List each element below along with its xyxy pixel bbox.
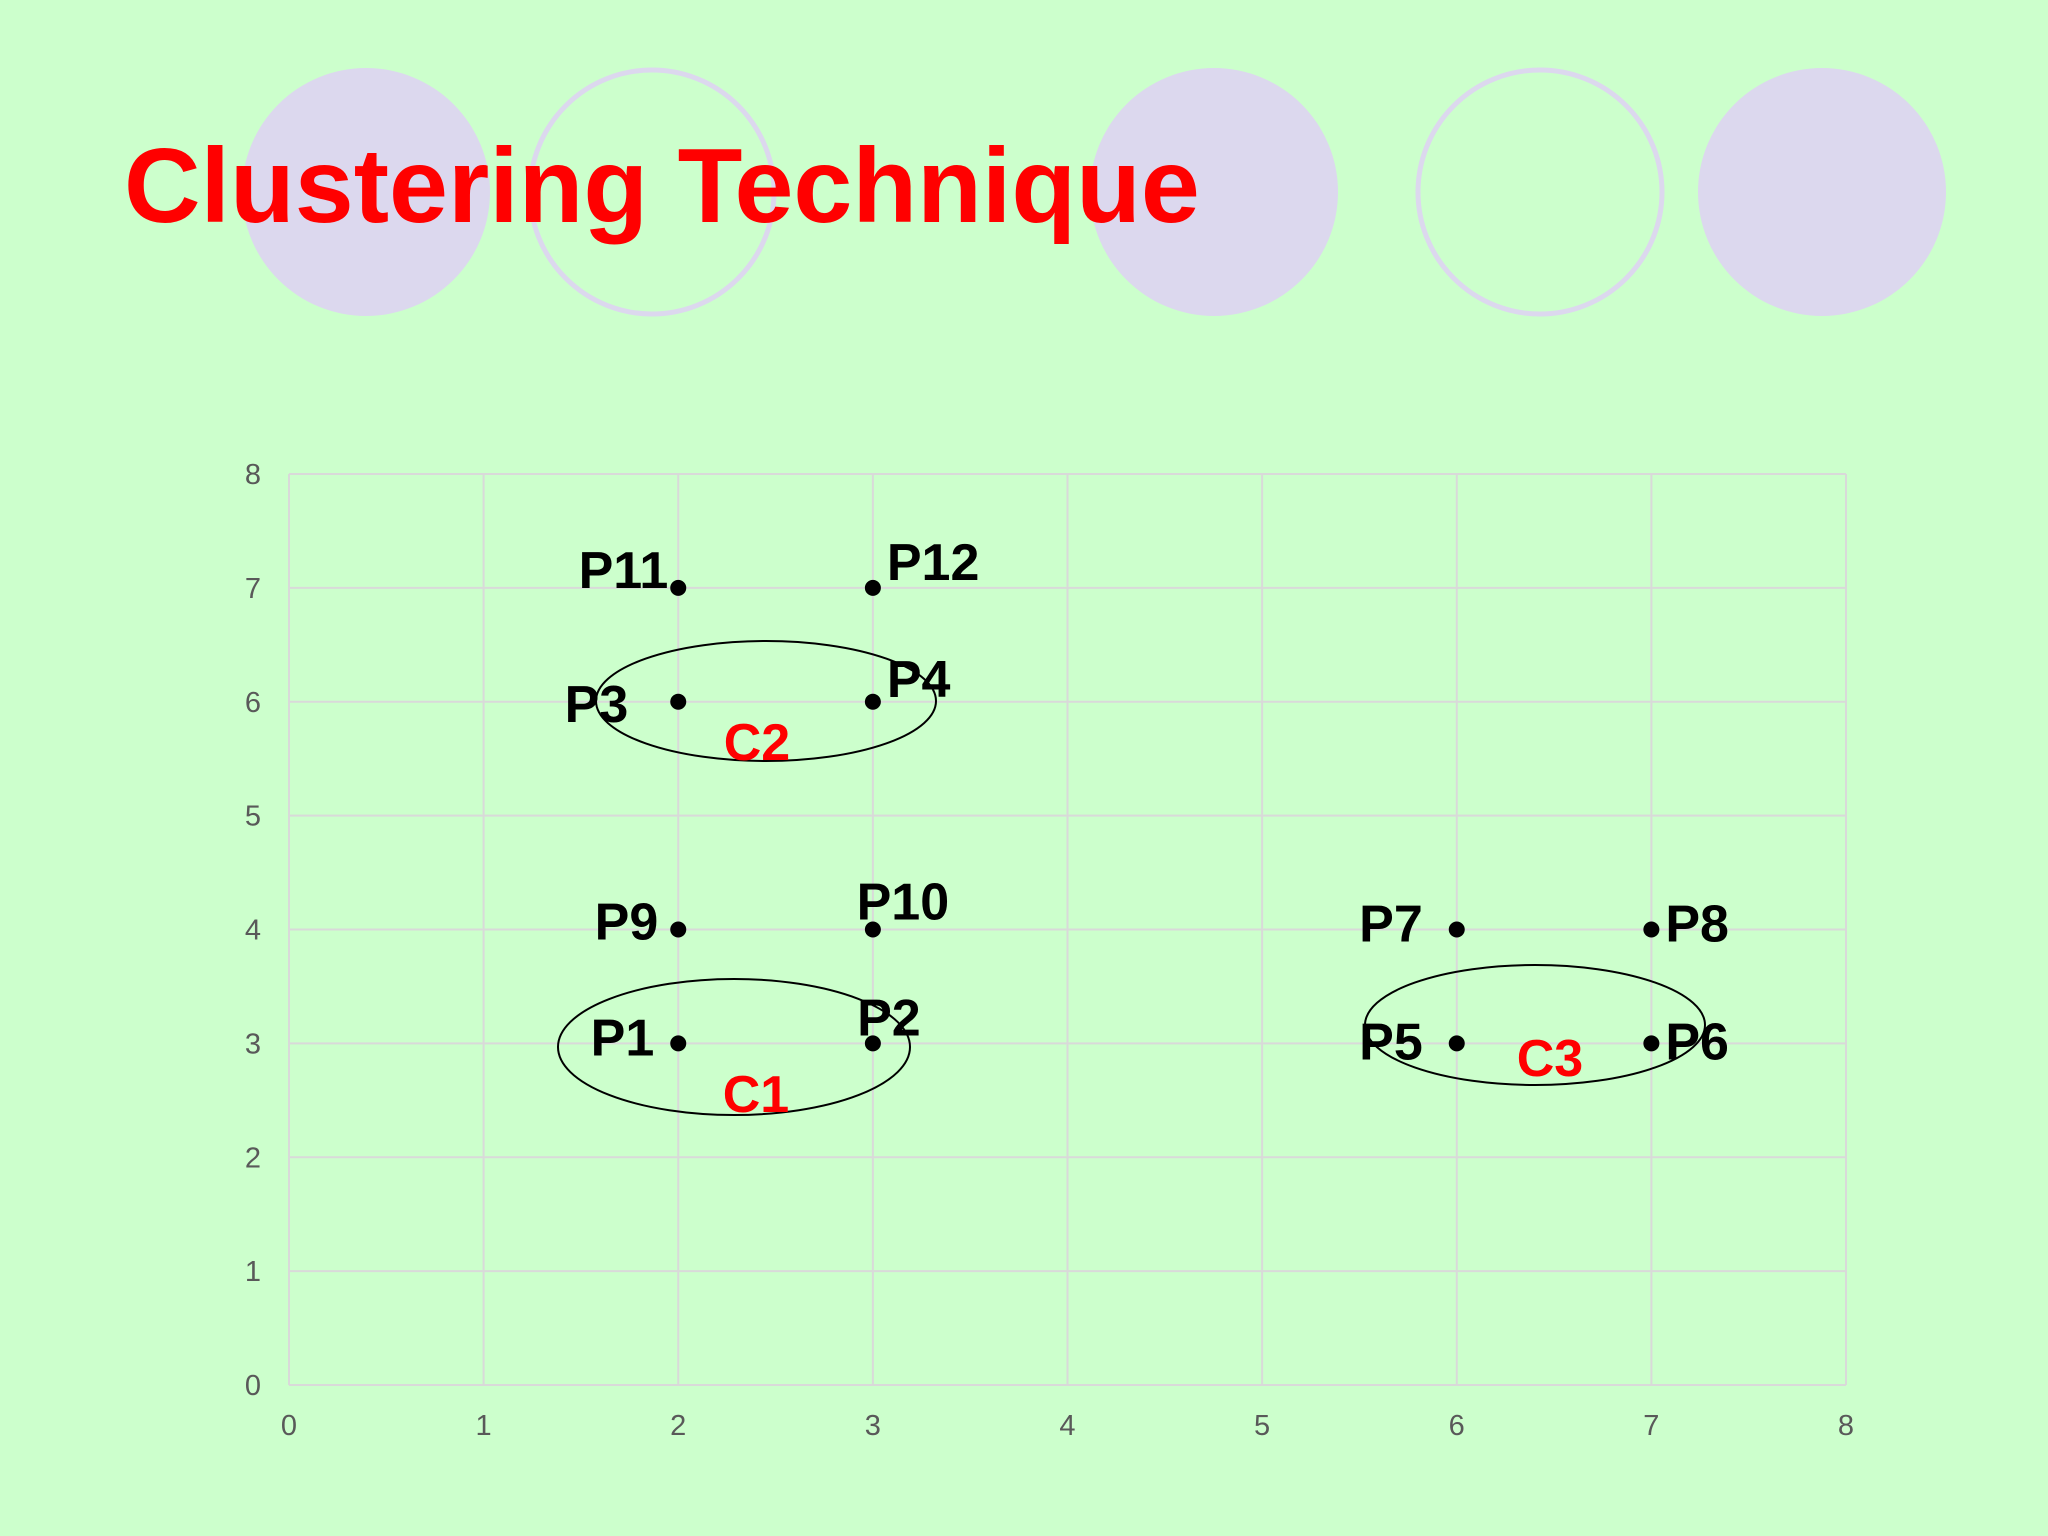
y-tick-label: 0 (245, 1370, 261, 1402)
chart-grid (288, 473, 1847, 1386)
x-tick-label: 8 (1838, 1410, 1854, 1442)
x-tick-label: 0 (281, 1410, 297, 1442)
point-label-p4: P4 (887, 651, 951, 709)
x-tick-label: 3 (865, 1410, 881, 1442)
cluster-label-c2: C2 (724, 714, 790, 772)
cluster-ellipses (557, 640, 1706, 1116)
point-p9 (670, 921, 687, 938)
point-label-p12: P12 (887, 534, 980, 592)
point-label-p8: P8 (1665, 896, 1729, 954)
decor-circle-filled-1 (242, 68, 490, 316)
point-label-p3: P3 (565, 676, 629, 734)
point-label-p6: P6 (1665, 1013, 1729, 1071)
point-p12 (864, 579, 881, 596)
y-tick-label: 5 (245, 801, 261, 833)
y-tick-label: 4 (245, 915, 261, 947)
x-tick-label: 1 (476, 1410, 492, 1442)
y-tick-label: 1 (245, 1256, 261, 1288)
point-p11 (670, 579, 687, 596)
point-p8 (1643, 921, 1660, 938)
point-label-p7: P7 (1359, 896, 1423, 954)
decor-circle-ring-2 (1415, 67, 1665, 317)
point-p3 (670, 693, 687, 710)
x-tick-label: 5 (1254, 1410, 1270, 1442)
point-label-p2: P2 (857, 989, 921, 1047)
y-tick-label: 3 (245, 1028, 261, 1060)
data-points (670, 579, 1660, 1052)
y-tick-label: 7 (245, 573, 261, 605)
cluster-ellipse-c2 (595, 640, 937, 762)
point-label-p1: P1 (591, 1009, 655, 1067)
point-label-p5: P5 (1359, 1013, 1423, 1071)
point-label-p11: P11 (579, 542, 669, 600)
y-tick-label: 6 (245, 687, 261, 719)
point-label-p9: P9 (595, 894, 659, 952)
axis-ticks: 0 1 2 3 4 5 6 7 8 0 1 2 3 4 5 6 7 8 (245, 459, 1854, 1442)
cluster-labels: C1 C2 C3 (723, 714, 1583, 1124)
point-p6 (1643, 1035, 1660, 1052)
slide-title: Clustering Technique (124, 127, 1200, 245)
cluster-ellipse-c3 (1364, 964, 1706, 1086)
x-tick-label: 7 (1643, 1410, 1659, 1442)
point-p5 (1448, 1035, 1465, 1052)
y-tick-label: 8 (245, 459, 261, 491)
x-tick-label: 2 (670, 1410, 686, 1442)
x-tick-label: 4 (1059, 1410, 1075, 1442)
point-p1 (670, 1035, 687, 1052)
cluster-ellipse-c1 (557, 978, 911, 1116)
point-p10 (864, 921, 881, 938)
decor-circle-ring-1 (527, 67, 777, 317)
x-tick-label: 6 (1449, 1410, 1465, 1442)
point-labels: P1 P2 P3 P4 P5 P6 P7 P8 P9 P10 P11 P12 (565, 534, 1729, 1072)
y-tick-label: 2 (245, 1142, 261, 1174)
point-label-p10: P10 (857, 874, 950, 932)
cluster-label-c1: C1 (723, 1066, 789, 1124)
cluster-label-c3: C3 (1517, 1030, 1583, 1088)
point-p2 (864, 1035, 881, 1052)
decor-circle-filled-3 (1698, 68, 1946, 316)
point-p4 (864, 693, 881, 710)
decor-circle-filled-2 (1090, 68, 1338, 316)
point-p7 (1448, 921, 1465, 938)
